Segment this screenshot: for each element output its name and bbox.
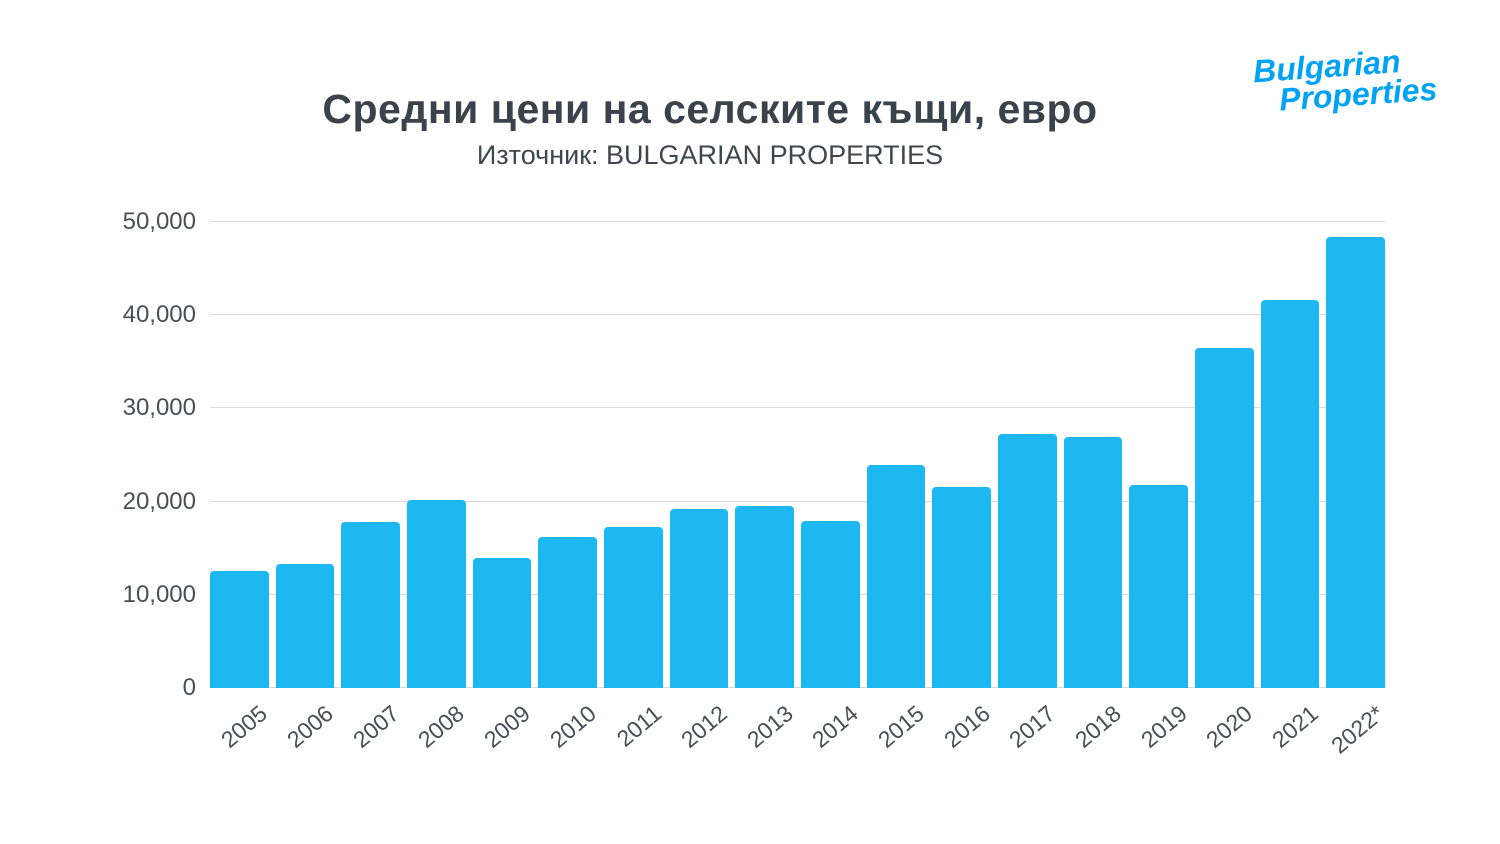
x-axis-tick-label: 2015 [872,700,929,753]
bar-column: 2020 [1195,222,1257,753]
y-axis-tick-label: 30,000 [122,394,196,422]
bar-2016 [932,486,992,688]
bar-column: 2011 [604,222,666,752]
bar-2018 [1063,437,1123,688]
bar-2022* [1326,236,1386,688]
bar-2012 [669,509,729,688]
x-axis-tick-label: 2020 [1201,700,1258,753]
bars: 2005 2006 2007 2008 2009 2010 2011 2012 2013 2014… [210,222,1388,759]
y-axis-tick-label: 20,000 [122,487,196,515]
bar-column: 2016 [932,222,994,753]
bar-2010 [538,537,598,688]
x-axis-tick-label: 2022* [1325,700,1389,759]
x-axis-tick-label: 2021 [1266,700,1323,753]
y-axis-tick-label: 10,000 [122,580,196,608]
chart-title: Средни цени на селските къщи, евро [322,86,1098,132]
plot-area: 0 10,000 20,000 30,000 40,000 50,000 [123,208,1385,701]
bar-2008 [407,499,466,688]
x-axis-tick-label: 2019 [1135,700,1192,753]
bar-column: 2006 [275,222,338,753]
bar-column: 2022* [1326,222,1388,759]
bar-column: 2015 [866,222,929,753]
gridline [210,687,1385,688]
x-axis-tick-label: 2014 [807,700,864,753]
x-axis-tick-label: 2009 [478,700,535,753]
bar-column: 2010 [538,222,600,753]
bar-2007 [341,522,401,688]
bar-column: 2014 [801,222,863,753]
x-axis-tick-label: 2018 [1069,700,1126,753]
y-axis-tick-label: 40,000 [122,301,196,329]
x-axis-tick-label: 2012 [675,700,732,753]
bar-2006 [275,564,335,688]
gridline [210,593,1385,595]
x-axis-tick-label: 2005 [216,700,273,753]
bar-column: 2021 [1260,222,1323,753]
bar-2015 [866,465,926,688]
bar-column: 2012 [669,222,732,753]
bar-column: 2008 [407,222,469,753]
bar-column: 2019 [1129,222,1191,753]
x-axis-tick-label: 2011 [611,700,667,752]
bar-chart: 0 10,000 20,000 30,000 40,000 50,000 2005 2006… [123,208,1389,759]
bar-2005 [210,570,269,688]
bar-column: 2005 [210,222,272,753]
x-axis-tick-label: 2010 [544,700,601,753]
x-axis-tick-label: 2006 [281,700,338,753]
bar-2009 [472,558,532,688]
gridline [210,314,1385,316]
y-axis-tick-label: 0 [182,674,196,701]
gridline [210,500,1385,502]
x-axis-tick-label: 2017 [1004,700,1061,753]
x-axis-tick-label: 2016 [938,700,995,753]
bulgarian-properties-logo: Bulgarian Properties [1252,43,1438,118]
bar-2020 [1195,347,1254,688]
x-axis-tick-label: 2013 [741,700,798,753]
bar-2021 [1260,300,1320,688]
bar-column: 2017 [998,222,1060,753]
x-axis-tick-label: 2008 [413,700,470,753]
bar-column: 2018 [1063,222,1126,753]
bar-2013 [735,506,795,688]
bar-2017 [998,433,1057,688]
x-axis-tick-label: 2007 [347,700,404,753]
gridline [210,221,1385,222]
chart-subtitle: Източник: BULGARIAN PROPERTIES [476,140,944,170]
bar-column: 2013 [735,222,797,753]
bar-2019 [1129,484,1189,688]
y-axis-tick-label: 50,000 [122,208,196,235]
bar-2014 [801,521,860,688]
bar-2011 [604,526,663,688]
gridline [210,407,1385,409]
bar-column: 2007 [341,222,403,753]
bar-column: 2009 [472,222,535,753]
